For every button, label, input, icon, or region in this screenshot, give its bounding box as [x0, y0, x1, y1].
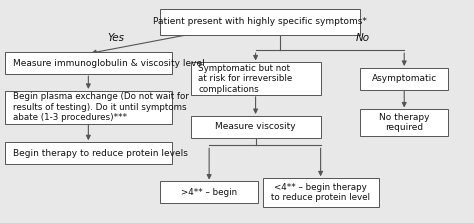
- Text: No: No: [356, 33, 369, 43]
- Text: Asymptomatic: Asymptomatic: [372, 74, 437, 83]
- Text: Begin therapy to reduce protein levels: Begin therapy to reduce protein levels: [13, 149, 188, 157]
- FancyBboxPatch shape: [191, 62, 320, 95]
- FancyBboxPatch shape: [263, 178, 379, 206]
- Text: No therapy
required: No therapy required: [379, 113, 429, 132]
- Text: Symptomatic but not
at risk for irreversible
complications: Symptomatic but not at risk for irrevers…: [199, 64, 292, 94]
- FancyBboxPatch shape: [5, 142, 172, 164]
- FancyBboxPatch shape: [360, 68, 448, 90]
- Text: >4** – begin: >4** – begin: [181, 188, 237, 197]
- Text: Measure viscosity: Measure viscosity: [215, 122, 296, 131]
- FancyBboxPatch shape: [5, 52, 172, 74]
- Text: <4** – begin therapy
to reduce protein level: <4** – begin therapy to reduce protein l…: [271, 183, 370, 202]
- FancyBboxPatch shape: [160, 9, 360, 35]
- Text: Begin plasma exchange (Do not wait for
results of testing). Do it until symptoms: Begin plasma exchange (Do not wait for r…: [13, 92, 189, 122]
- Text: Yes: Yes: [108, 33, 125, 43]
- Text: Measure immunoglobulin & viscosity level: Measure immunoglobulin & viscosity level: [13, 59, 204, 68]
- FancyBboxPatch shape: [5, 91, 172, 124]
- Text: Patient present with highly specific symptoms*: Patient present with highly specific sym…: [153, 17, 367, 26]
- FancyBboxPatch shape: [360, 109, 448, 136]
- FancyBboxPatch shape: [191, 116, 320, 138]
- FancyBboxPatch shape: [160, 182, 258, 203]
